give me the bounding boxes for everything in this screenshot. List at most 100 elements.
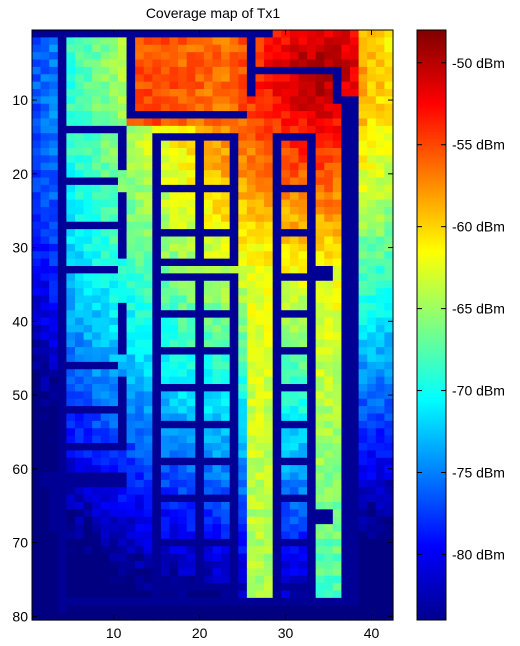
heatmap-cell: [169, 398, 179, 407]
heatmap-cell: [212, 280, 222, 289]
heatmap-cell: [83, 325, 93, 333]
heatmap-cell: [100, 148, 110, 156]
heatmap-cell: [66, 125, 76, 134]
heatmap-cell: [350, 538, 360, 547]
heatmap-cell: [203, 354, 214, 363]
heatmap-cell: [289, 280, 300, 289]
heatmap-cell: [32, 302, 42, 311]
heatmap-cell: [238, 52, 248, 61]
heatmap-cell: [74, 376, 85, 385]
heatmap-cell: [307, 192, 317, 201]
heatmap-cell: [341, 37, 351, 46]
heatmap-cell: [126, 428, 136, 437]
heatmap-cell: [307, 435, 317, 444]
heatmap-cell: [143, 516, 153, 525]
heatmap-cell: [281, 487, 291, 496]
heatmap-cell: [350, 251, 360, 260]
heatmap-cell: [384, 494, 394, 503]
heatmap-cell: [324, 361, 334, 370]
heatmap-cell: [83, 170, 93, 179]
heatmap-cell: [315, 575, 325, 584]
heatmap-cell: [212, 192, 222, 201]
heatmap-cell: [74, 546, 85, 555]
heatmap-cell: [341, 295, 351, 304]
heatmap-cell: [367, 398, 377, 407]
heatmap-cell: [358, 369, 368, 378]
heatmap-cell: [341, 583, 351, 592]
heatmap-cell: [307, 443, 317, 451]
heatmap-cell: [281, 420, 291, 429]
heatmap-cell: [100, 332, 110, 341]
heatmap-cell: [315, 361, 325, 370]
heatmap-cell: [358, 66, 368, 75]
heatmap-cell: [135, 354, 145, 363]
heatmap-cell: [350, 170, 360, 179]
heatmap-cell: [315, 398, 325, 407]
heatmap-cell: [272, 553, 282, 562]
heatmap-cell: [203, 302, 214, 311]
heatmap-cell: [169, 162, 179, 171]
heatmap-cell: [212, 170, 222, 179]
heatmap-cell: [212, 133, 222, 142]
heatmap-cell: [350, 420, 360, 429]
heatmap-cell: [341, 575, 351, 584]
heatmap-cell: [341, 420, 351, 429]
heatmap-cell: [109, 192, 119, 201]
heatmap-cell: [83, 502, 93, 510]
heatmap-cell: [384, 125, 394, 134]
heatmap-cell: [160, 583, 171, 592]
heatmap-cell: [315, 347, 325, 356]
heatmap-cell: [83, 258, 93, 267]
heatmap-cell: [49, 465, 59, 474]
heatmap-cell: [358, 605, 368, 614]
heatmap-cell: [152, 310, 162, 319]
heatmap-cell: [57, 509, 67, 518]
heatmap-cell: [307, 140, 317, 149]
heatmap-cell: [169, 568, 179, 577]
heatmap-cell: [186, 229, 196, 238]
heatmap-cell: [315, 465, 325, 474]
heatmap-cell: [221, 450, 231, 459]
heatmap-cell: [358, 509, 368, 518]
heatmap-cell: [255, 310, 265, 319]
heatmap-cell: [169, 531, 179, 540]
heatmap-cell: [341, 266, 351, 274]
heatmap-cell: [255, 538, 265, 547]
heatmap-cell: [169, 243, 179, 252]
heatmap-cell: [264, 553, 274, 562]
heatmap-cell: [229, 81, 239, 90]
heatmap-cell: [384, 590, 394, 599]
heatmap-cell: [255, 155, 265, 164]
heatmap-cell: [160, 546, 171, 555]
heatmap-cell: [143, 280, 153, 289]
heatmap-cell: [281, 361, 291, 370]
heatmap-cell: [350, 524, 360, 533]
heatmap-cell: [203, 487, 214, 496]
heatmap-cell: [315, 140, 325, 149]
heatmap-cell: [40, 406, 50, 415]
heatmap-cell: [358, 546, 368, 555]
heatmap-cell: [83, 140, 93, 149]
heatmap-cell: [32, 369, 42, 378]
heatmap-cell: [92, 111, 102, 120]
heatmap-cell: [221, 118, 231, 127]
heatmap-cell: [40, 457, 50, 466]
heatmap-cell: [66, 59, 76, 68]
heatmap-cell: [341, 280, 351, 289]
heatmap-cell: [203, 258, 214, 267]
heatmap-cell: [195, 479, 205, 488]
heatmap-cell: [126, 465, 136, 474]
heatmap-cell: [358, 155, 368, 164]
heatmap-cell: [195, 148, 205, 156]
heatmap-cell: [281, 369, 291, 378]
heatmap-cell: [315, 192, 325, 201]
heatmap-cell: [152, 302, 162, 311]
heatmap-cell: [229, 155, 239, 164]
heatmap-cell: [186, 413, 196, 422]
heatmap-cell: [315, 66, 325, 75]
heatmap-cell: [384, 347, 394, 356]
heatmap-cell: [152, 118, 162, 127]
heatmap-cell: [315, 487, 325, 496]
heatmap-cell: [100, 369, 110, 378]
heatmap-cell: [315, 125, 325, 134]
